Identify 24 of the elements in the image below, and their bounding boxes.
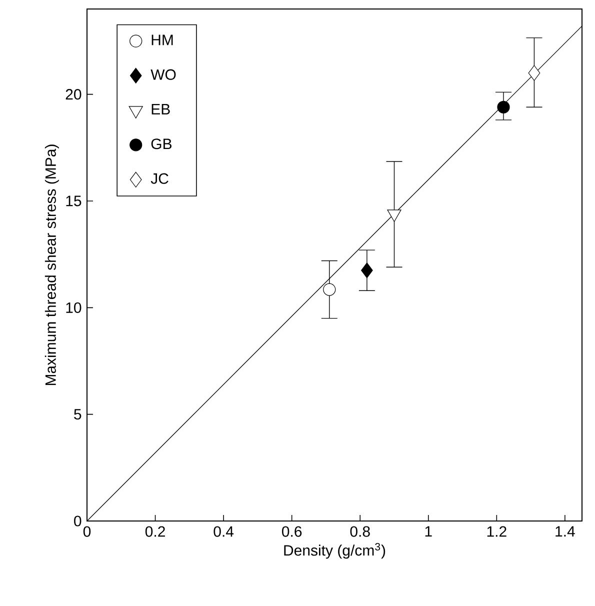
legend-label: WO — [150, 69, 176, 80]
x-tick-label: 0.8 — [350, 526, 370, 537]
x-axis-title: Density (g/cm$^{3}$) — [284, 543, 386, 559]
y-tick-label: 5 — [74, 409, 82, 420]
point — [323, 283, 336, 296]
y-axis-title: Maximum thread shear stress (MPa) — [44, 144, 59, 386]
y-tick-label: 20 — [66, 89, 82, 100]
x-tick-label: 1.4 — [556, 526, 575, 537]
legend-label: HM — [152, 34, 173, 46]
point — [528, 65, 540, 81]
y-tick-label: 15 — [66, 196, 82, 206]
point — [361, 262, 373, 278]
x-tick-label: 1.2 — [487, 526, 506, 537]
x-tick-label: 0.4 — [214, 526, 234, 537]
x-tick-label: 0 — [83, 526, 91, 537]
x-tick-label: 0.6 — [282, 526, 302, 537]
point — [497, 100, 510, 114]
y-tick-label: 10 — [66, 302, 82, 313]
x-tick-label: 0.2 — [145, 526, 165, 537]
x-tick-label: 1 — [425, 526, 432, 537]
legend-label: EB — [152, 104, 170, 114]
legend-label: JC — [150, 173, 168, 184]
legend-label: GB — [151, 138, 172, 150]
y-tick-label: 0 — [74, 516, 82, 526]
